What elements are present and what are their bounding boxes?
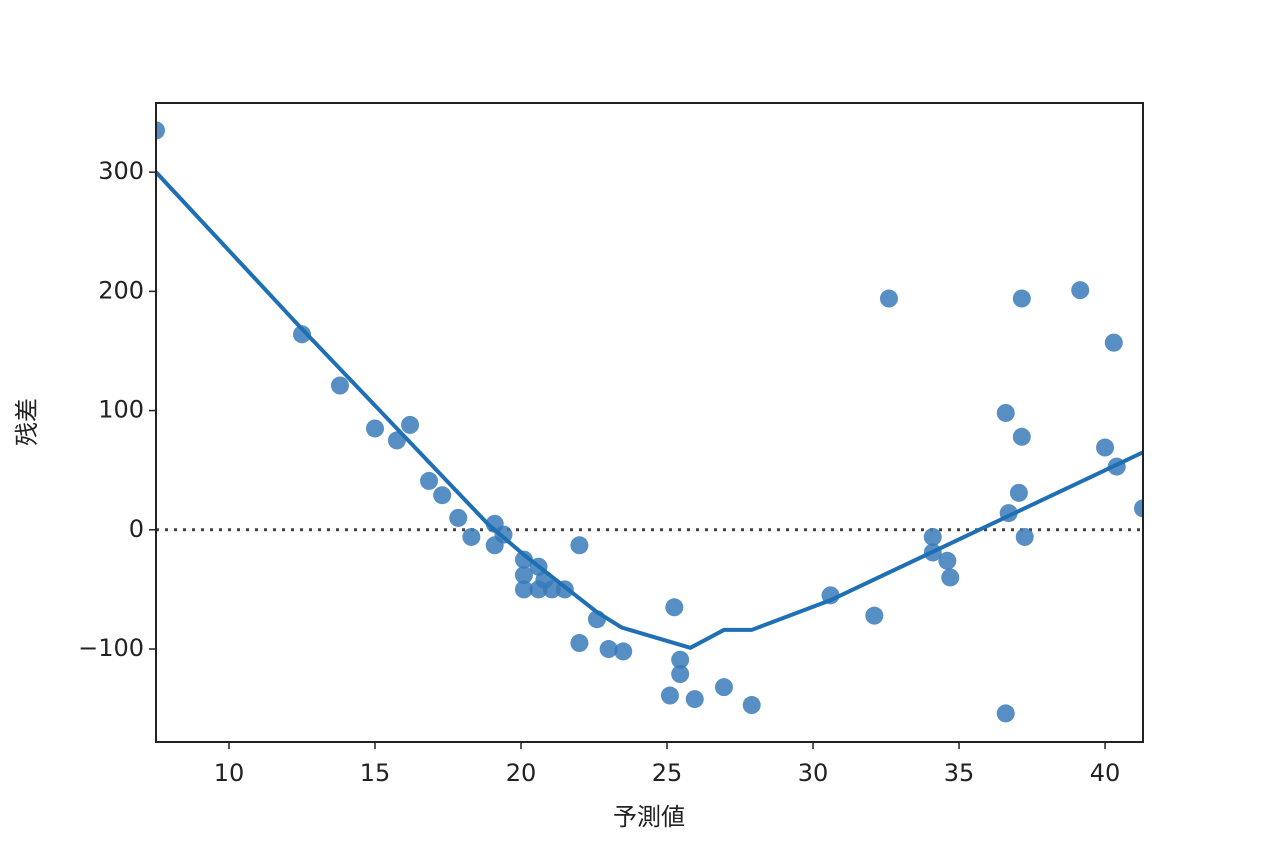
y-axis-label: 残差 (13, 398, 41, 446)
x-tick-label: 35 (944, 759, 975, 787)
point (1009, 483, 1028, 502)
x-tick-label: 20 (506, 759, 537, 787)
point (514, 566, 533, 585)
point (938, 551, 957, 570)
y-tick-label: 200 (98, 276, 144, 304)
point (879, 289, 898, 308)
point (660, 686, 679, 705)
point (1012, 427, 1031, 446)
point (514, 580, 533, 599)
point (671, 650, 690, 669)
x-tick-label: 10 (214, 759, 245, 787)
x-tick-label: 25 (652, 759, 683, 787)
y-tick-label: −100 (78, 634, 144, 662)
point (671, 665, 690, 684)
x-tick-label: 30 (798, 759, 829, 787)
point (941, 568, 960, 587)
point (685, 690, 704, 709)
point (614, 642, 633, 661)
point (570, 536, 589, 555)
point (1012, 289, 1031, 308)
point (1134, 499, 1143, 518)
point (923, 527, 942, 546)
point (865, 606, 884, 625)
point (996, 704, 1015, 723)
point (665, 598, 684, 617)
point (449, 508, 468, 527)
point (420, 471, 439, 490)
plot-frame (155, 102, 1144, 743)
point (1104, 333, 1123, 352)
point (366, 419, 385, 438)
point (742, 696, 761, 715)
point (1015, 527, 1034, 546)
point (1071, 281, 1090, 300)
x-tick-label: 40 (1090, 759, 1121, 787)
point (156, 121, 165, 140)
trend-line (156, 170, 1143, 650)
x-tick-label: 15 (360, 759, 391, 787)
y-tick-label: 100 (98, 396, 144, 424)
x-axis-label: 予測値 (613, 803, 685, 831)
point (599, 640, 618, 659)
point (996, 403, 1015, 422)
point (433, 486, 452, 505)
point (330, 376, 349, 395)
point (293, 325, 312, 344)
point (1096, 438, 1115, 457)
point (570, 634, 589, 653)
point (462, 527, 481, 546)
point (514, 550, 533, 569)
point (401, 415, 420, 434)
y-tick-label: 300 (98, 157, 144, 185)
point (714, 678, 733, 697)
y-tick-label: 0 (129, 515, 144, 543)
